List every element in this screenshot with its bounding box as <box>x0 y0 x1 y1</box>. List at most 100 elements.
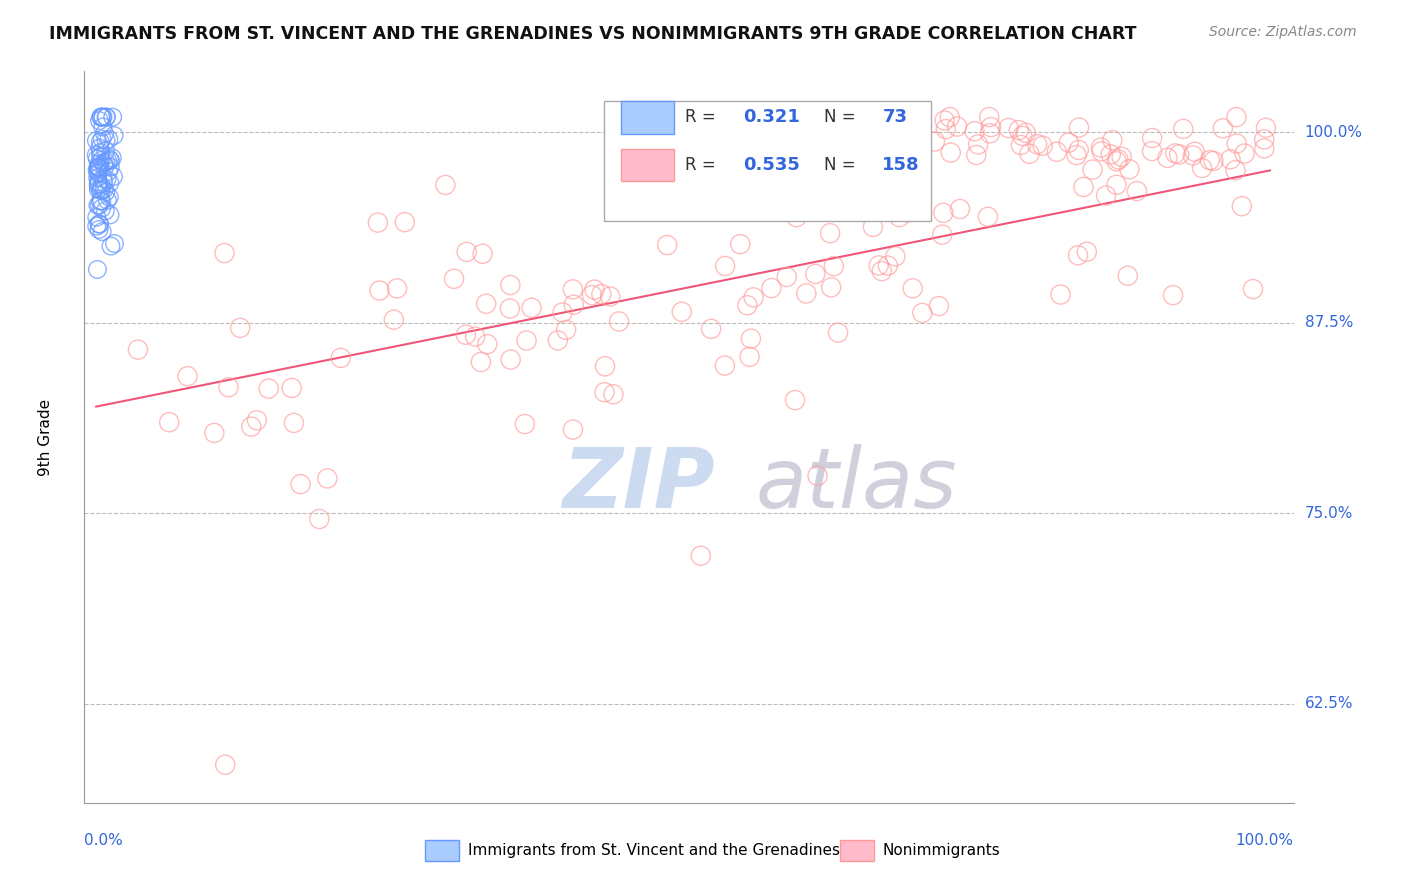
Point <box>89 113 111 128</box>
Point <box>316 471 339 485</box>
Point <box>98 208 121 222</box>
Point <box>1184 145 1206 159</box>
Point <box>1067 143 1090 157</box>
Point <box>820 280 842 294</box>
Text: N =: N = <box>824 109 862 127</box>
Text: 9th Grade: 9th Grade <box>38 399 53 475</box>
Point <box>86 152 108 166</box>
Point <box>290 477 312 491</box>
Point <box>89 183 111 197</box>
Point <box>1230 199 1253 213</box>
Point <box>967 137 990 152</box>
Point <box>1066 148 1088 162</box>
Point <box>602 387 624 401</box>
Point <box>714 359 737 373</box>
Point <box>1253 141 1275 155</box>
Point <box>456 244 478 259</box>
Point <box>997 121 1019 136</box>
Point <box>499 352 522 367</box>
Point <box>1225 110 1247 124</box>
Point <box>382 312 405 326</box>
Text: 0.321: 0.321 <box>744 109 800 127</box>
Point <box>1107 153 1129 167</box>
Point <box>806 468 828 483</box>
Point <box>97 153 120 168</box>
Text: R =: R = <box>685 109 721 127</box>
Point <box>551 305 574 319</box>
Point <box>89 141 111 155</box>
Point <box>98 190 121 204</box>
Point <box>949 202 972 216</box>
Point <box>86 219 108 234</box>
Point <box>1156 151 1178 165</box>
Point <box>547 334 569 348</box>
Point <box>980 120 1002 134</box>
Point <box>470 355 492 369</box>
Point <box>367 216 389 230</box>
Point <box>1101 133 1123 147</box>
Text: 100.0%: 100.0% <box>1236 833 1294 848</box>
Point <box>86 262 108 277</box>
Point <box>1018 146 1040 161</box>
Point <box>785 210 807 224</box>
Point <box>91 120 114 134</box>
Point <box>90 110 112 124</box>
Point <box>934 113 956 128</box>
Point <box>1126 184 1149 198</box>
Point <box>218 380 240 394</box>
Text: 158: 158 <box>883 156 920 174</box>
Point <box>103 128 125 143</box>
Point <box>464 329 486 343</box>
Point <box>91 132 114 146</box>
Point <box>818 226 841 240</box>
Point <box>714 259 737 273</box>
Point <box>87 182 110 196</box>
Point <box>94 185 117 199</box>
Point <box>901 281 924 295</box>
Point <box>924 135 946 149</box>
Point <box>939 145 962 160</box>
Point <box>89 194 111 209</box>
Point <box>689 549 711 563</box>
Point <box>862 219 884 234</box>
Point <box>434 178 457 192</box>
Point <box>86 170 108 185</box>
Point <box>94 203 117 218</box>
Point <box>896 205 918 219</box>
Point <box>607 314 630 328</box>
Point <box>599 289 621 303</box>
Text: 75.0%: 75.0% <box>1305 506 1353 521</box>
Point <box>562 423 585 437</box>
Point <box>939 110 962 124</box>
Point <box>157 415 180 429</box>
Point <box>979 110 1001 124</box>
Point <box>87 160 110 174</box>
Point <box>100 239 122 253</box>
Point <box>776 269 799 284</box>
Point <box>738 350 761 364</box>
Point <box>499 301 522 316</box>
Text: Immigrants from St. Vincent and the Grenadines: Immigrants from St. Vincent and the Gren… <box>468 843 839 858</box>
Point <box>581 288 603 302</box>
Point <box>94 154 117 169</box>
Point <box>87 161 110 175</box>
Text: Nonimmigrants: Nonimmigrants <box>883 843 1000 858</box>
Point <box>1202 153 1225 168</box>
Text: R =: R = <box>685 156 721 174</box>
Point <box>283 416 305 430</box>
Point <box>870 264 893 278</box>
Point <box>90 201 112 215</box>
Point <box>1057 136 1080 150</box>
Point <box>87 222 110 236</box>
Point <box>97 164 120 178</box>
Point <box>87 175 110 189</box>
Point <box>90 153 112 168</box>
Point <box>827 326 849 340</box>
Point <box>97 132 120 146</box>
Point <box>98 176 121 190</box>
Point <box>1095 188 1118 202</box>
Point <box>91 110 114 124</box>
Point <box>700 322 723 336</box>
Point <box>214 246 236 260</box>
Point <box>98 152 121 166</box>
